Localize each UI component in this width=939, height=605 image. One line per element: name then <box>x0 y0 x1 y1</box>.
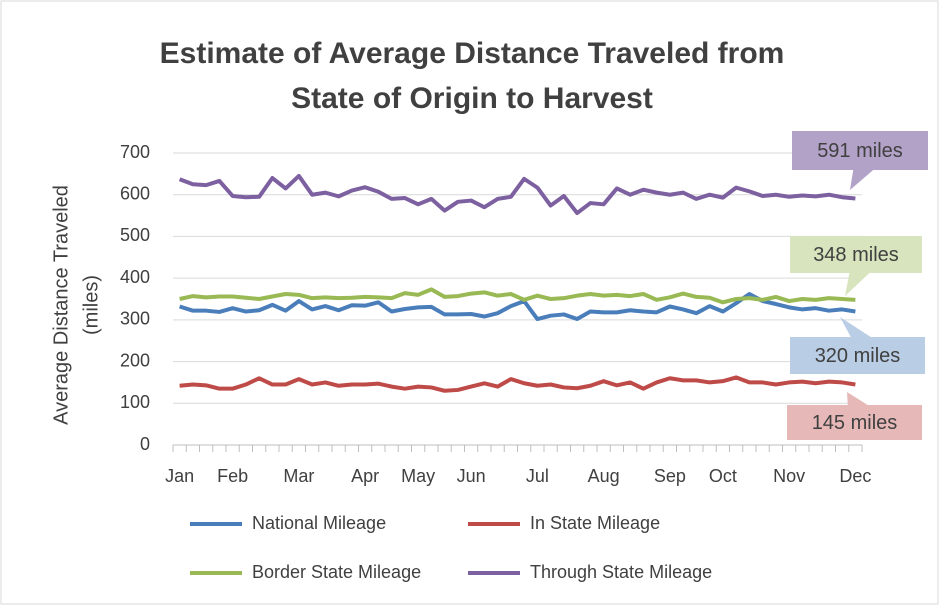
y-axis-label: (miles) <box>80 275 102 335</box>
legend-label: In State Mileage <box>530 513 660 533</box>
legend-label: Border State Mileage <box>252 562 421 582</box>
y-tick-label: 500 <box>120 225 150 245</box>
series-line <box>179 375 856 393</box>
x-tick-label: Feb <box>217 466 248 486</box>
x-tick-label: Jul <box>526 466 549 486</box>
callout-label: 591 miles <box>817 140 903 162</box>
y-tick-label: 200 <box>120 350 150 370</box>
x-tick-label: Aug <box>588 466 620 486</box>
x-tick-label: Mar <box>283 466 314 486</box>
y-axis-label: Average Distance Traveled <box>50 185 72 425</box>
series-line <box>178 173 856 216</box>
callout-label: 320 miles <box>815 345 901 367</box>
y-tick-label: 400 <box>120 267 150 287</box>
chart-title: Estimate of Average Distance Traveled fr… <box>160 37 785 70</box>
chart-title: State of Origin to Harvest <box>291 82 653 115</box>
x-tick-label: Oct <box>709 466 737 486</box>
callout-label: 145 miles <box>812 412 898 434</box>
callout-label: 348 miles <box>813 244 899 266</box>
x-tick-label: Jun <box>457 466 486 486</box>
callout-box <box>790 317 925 374</box>
callout-box <box>792 131 928 190</box>
x-tick-label: Dec <box>839 466 871 486</box>
y-tick-label: 100 <box>120 392 150 412</box>
x-tick-label: Jan <box>165 466 194 486</box>
x-tick-label: Sep <box>654 466 686 486</box>
y-tick-label: 700 <box>120 142 150 162</box>
series-line <box>179 287 856 305</box>
callout-box <box>790 236 922 296</box>
y-tick-label: 0 <box>140 434 150 454</box>
y-tick-label: 300 <box>120 309 150 329</box>
y-tick-label: 600 <box>120 183 150 203</box>
x-tick-label: Apr <box>351 466 379 486</box>
callout-box <box>787 392 922 440</box>
x-tick-label: May <box>401 466 435 486</box>
legend-label: Through State Mileage <box>530 562 712 582</box>
legend-label: National Mileage <box>252 513 386 533</box>
x-tick-label: Nov <box>773 466 805 486</box>
